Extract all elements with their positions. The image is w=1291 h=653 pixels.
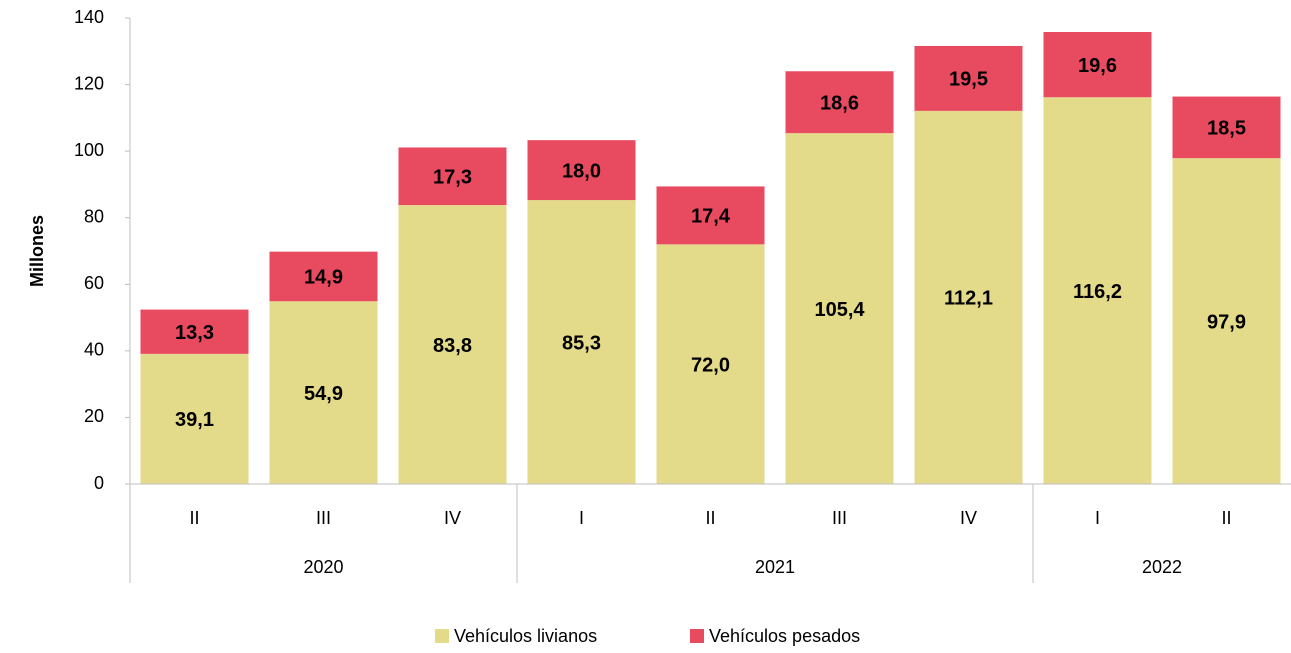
value-label: 97,9 — [1207, 311, 1246, 333]
y-tick-label: 20 — [84, 406, 104, 426]
y-tick-label: 60 — [84, 273, 104, 293]
bar-segment — [1043, 31, 1152, 98]
value-label: 112,1 — [944, 288, 993, 310]
value-label: 19,6 — [1078, 55, 1117, 77]
value-label: 19,5 — [949, 69, 988, 91]
value-label: 72,0 — [691, 354, 730, 376]
y-tick-label: 140 — [74, 7, 104, 27]
bar-segment — [1172, 96, 1281, 159]
value-label: 18,0 — [562, 160, 601, 182]
bar-segment — [656, 244, 765, 484]
x-tick-label: II — [189, 508, 199, 528]
y-axis-label: Millones — [27, 215, 47, 287]
bar-segment — [527, 140, 636, 201]
legend-label: Vehículos livianos — [454, 626, 597, 646]
value-label: 13,3 — [175, 322, 214, 344]
bar-segment — [785, 71, 894, 134]
bar-segment — [1043, 97, 1152, 484]
bar-segment — [398, 147, 507, 206]
value-label: 83,8 — [433, 335, 472, 357]
bar-segment — [269, 301, 378, 484]
bar-segment — [527, 200, 636, 484]
y-tick-label: 120 — [74, 73, 104, 93]
bar-segment — [140, 353, 249, 484]
value-label: 39,1 — [175, 409, 214, 431]
value-label: 85,3 — [562, 332, 601, 354]
x-tick-label: III — [316, 508, 331, 528]
x-tick-label: II — [1221, 508, 1231, 528]
legend-swatch — [690, 629, 704, 643]
group-label: 2020 — [303, 557, 343, 577]
x-tick-label: I — [579, 508, 584, 528]
x-tick-label: III — [832, 508, 847, 528]
value-label: 17,4 — [691, 206, 731, 228]
y-tick-label: 100 — [74, 140, 104, 160]
value-label: 17,3 — [433, 167, 472, 189]
x-tick-label: IV — [960, 508, 977, 528]
value-label: 54,9 — [304, 383, 343, 405]
y-tick-label: 0 — [94, 473, 104, 493]
bar-segment — [914, 110, 1023, 485]
value-label: 116,2 — [1073, 281, 1122, 303]
value-label: 105,4 — [814, 299, 865, 321]
group-label: 2022 — [1142, 557, 1182, 577]
y-tick-label: 80 — [84, 206, 104, 226]
bar-segment — [140, 309, 249, 354]
x-tick-label: I — [1095, 508, 1100, 528]
legend-label: Vehículos pesados — [709, 626, 860, 646]
bar-segment — [269, 251, 378, 302]
x-tick-label: II — [705, 508, 715, 528]
bar-segment — [914, 45, 1023, 111]
value-label: 18,6 — [820, 92, 859, 114]
bar-segment — [398, 205, 507, 484]
bar-segment — [785, 133, 894, 484]
bar-segment — [656, 186, 765, 245]
legend-swatch — [435, 629, 449, 643]
bar-segment — [1172, 158, 1281, 484]
y-tick-label: 40 — [84, 340, 104, 360]
value-label: 18,5 — [1207, 118, 1246, 140]
x-tick-label: IV — [444, 508, 461, 528]
value-label: 14,9 — [304, 267, 343, 289]
group-label: 2021 — [755, 557, 795, 577]
